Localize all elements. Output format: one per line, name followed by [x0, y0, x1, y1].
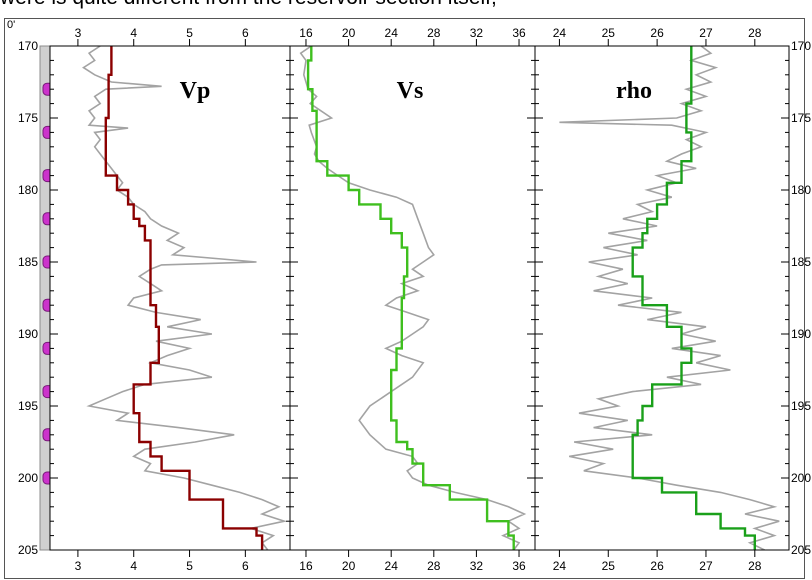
depth-label-left: 195 — [18, 399, 38, 413]
depth-label-right: 195 — [791, 399, 811, 413]
depth-label-right: 185 — [791, 255, 811, 269]
panel-title-vp: Vp — [180, 78, 211, 104]
x-tick-label-bottom: 20 — [342, 559, 356, 573]
depth-label-left: 170 — [18, 39, 38, 53]
depth-label-left: 180 — [18, 183, 38, 197]
depth-label-right: 175 — [791, 111, 811, 125]
rho-blocked-line — [631, 46, 756, 550]
panel-title-vs: Vs — [397, 78, 424, 104]
vs-blocked-line — [306, 46, 515, 550]
x-tick-label-top: 20 — [342, 26, 356, 40]
depth-label-left: 205 — [18, 543, 38, 557]
x-tick-label-top: 24 — [385, 26, 399, 40]
depth-label-right: 200 — [791, 471, 811, 485]
rho-log-line — [559, 46, 780, 550]
panel-rho: 24 24 25 25 26 26 27 27 28 28 rho — [534, 26, 790, 573]
x-tick-label-top: 28 — [748, 26, 762, 40]
panel-frame — [534, 45, 790, 551]
x-tick-label-bottom: 3 — [75, 559, 82, 573]
depth-label-left: 185 — [18, 255, 38, 269]
x-tick-label-top: 27 — [699, 26, 713, 40]
panel-traces — [559, 46, 780, 550]
vp-log-line — [82, 46, 288, 550]
depth-label-left: 190 — [18, 327, 38, 341]
depth-label-right: 190 — [791, 327, 811, 341]
corner-label: 0' — [7, 19, 15, 31]
x-tick-label-top: 36 — [512, 26, 526, 40]
caption-text: were is quite different from the reservo… — [0, 0, 497, 10]
panel-bg — [50, 46, 290, 550]
x-tick-label-bottom: 25 — [602, 559, 616, 573]
panel-bg — [290, 46, 535, 550]
figure-frame — [4, 18, 805, 579]
panel-vs: 16 16 20 20 24 24 28 28 32 32 36 36 Vs — [289, 26, 536, 573]
x-tick-label-top: 28 — [427, 26, 441, 40]
x-tick-label-top: 26 — [650, 26, 664, 40]
depth-axis-right: 170 175 180 185 190 195 200 205 — [791, 39, 811, 557]
depth-label-right: 180 — [791, 183, 811, 197]
panel-traces — [82, 46, 288, 550]
depth-label-right: 170 — [791, 39, 811, 53]
depth-label-right: 205 — [791, 543, 811, 557]
panel-title-rho: rho — [616, 78, 652, 104]
x-tick-label-top: 6 — [242, 26, 249, 40]
x-tick-label-bottom: 4 — [130, 559, 137, 573]
x-tick-label-bottom: 24 — [385, 559, 399, 573]
x-tick-label-bottom: 26 — [650, 559, 664, 573]
x-tick-label-bottom: 5 — [186, 559, 193, 573]
x-tick-label-top: 5 — [186, 26, 193, 40]
x-tick-label-top: 25 — [602, 26, 616, 40]
x-tick-label-bottom: 28 — [748, 559, 762, 573]
x-tick-label-bottom: 28 — [427, 559, 441, 573]
vs-log-line — [299, 46, 527, 550]
vp-blocked-line — [104, 46, 264, 550]
depth-axis-left: 170 175 180 185 190 195 200 205 — [18, 39, 38, 557]
x-tick-label-top: 16 — [299, 26, 313, 40]
x-tick-label-bottom: 6 — [242, 559, 249, 573]
panel-vp: 3 3 4 4 5 5 6 6 Vp — [49, 26, 291, 573]
log-panels: 33445566Vp161620202424282832323636Vs2424… — [49, 26, 790, 573]
x-tick-label-top: 32 — [470, 26, 484, 40]
panel-bg — [535, 46, 789, 550]
x-tick-label-top: 24 — [553, 26, 567, 40]
x-tick-label-bottom: 24 — [553, 559, 567, 573]
panel-traces — [299, 46, 527, 550]
x-tick-label-bottom: 32 — [470, 559, 484, 573]
x-tick-label-top: 4 — [130, 26, 137, 40]
x-tick-label-bottom: 27 — [699, 559, 713, 573]
x-tick-label-bottom: 16 — [299, 559, 313, 573]
depth-label-left: 200 — [18, 471, 38, 485]
depth-label-left: 175 — [18, 111, 38, 125]
x-tick-label-bottom: 36 — [512, 559, 526, 573]
x-tick-label-top: 3 — [75, 26, 82, 40]
